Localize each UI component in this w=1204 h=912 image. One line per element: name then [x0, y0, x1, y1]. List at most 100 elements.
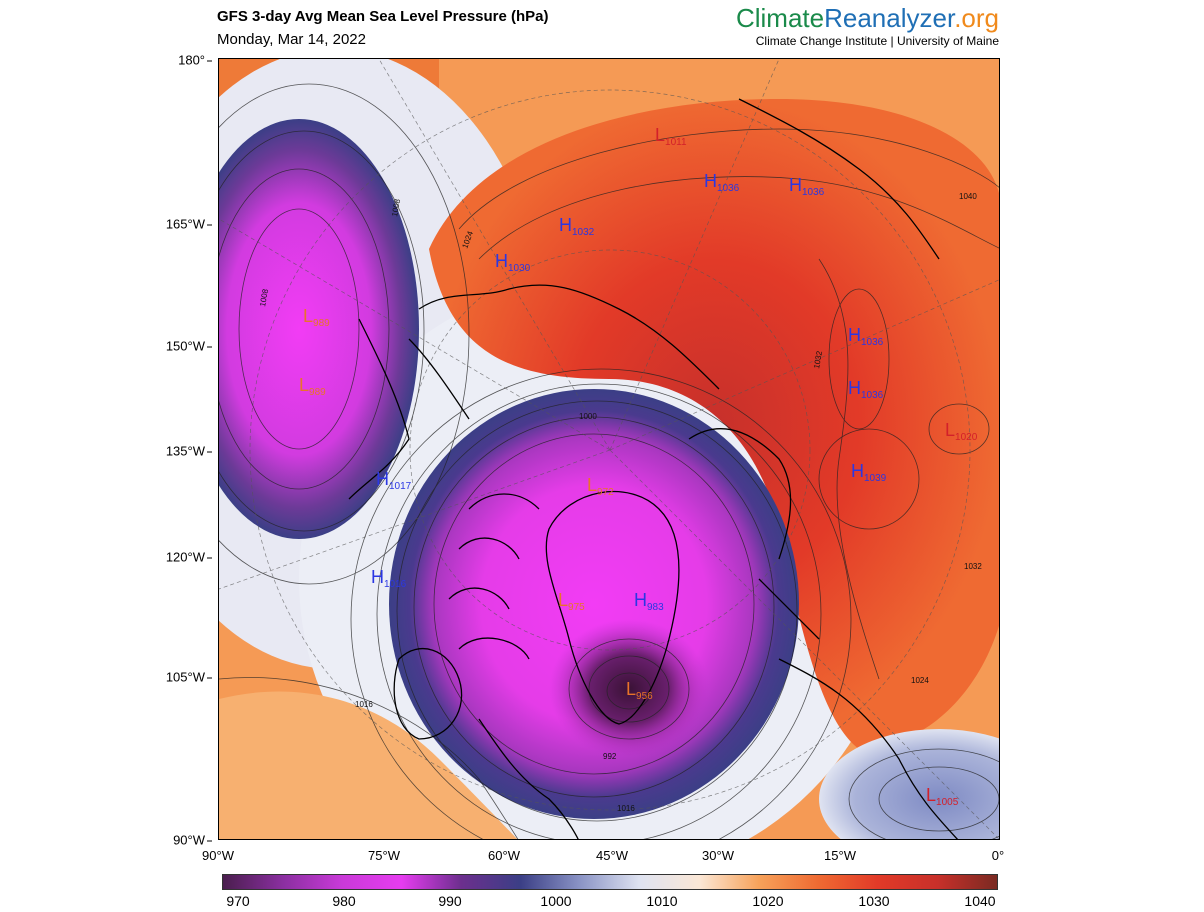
pressure-center-type: L — [945, 420, 955, 440]
map-title: GFS 3-day Avg Mean Sea Level Pressure (h… — [217, 8, 549, 25]
pressure-center-value: 1011 — [665, 137, 687, 148]
eurasian-high-region — [429, 99, 999, 749]
axis-label-lat: 165°W — [166, 217, 212, 232]
contour-label: 1024 — [911, 676, 929, 685]
axis-label-lon: 90°W — [202, 848, 234, 863]
pressure-center-value: 972 — [597, 487, 614, 498]
pressure-center: H1030 — [495, 251, 531, 274]
pressure-center-type: L — [655, 125, 665, 145]
latitude-circle — [409, 249, 811, 651]
colorbar — [222, 874, 998, 890]
isobar — [568, 638, 690, 740]
isobar — [928, 403, 990, 455]
axis-label-lon: 30°W — [702, 848, 734, 863]
pressure-center-value: 989 — [313, 318, 330, 329]
meridian-line — [609, 449, 999, 839]
pressure-center-type: H — [559, 215, 572, 235]
axis-label-lat: 135°W — [166, 444, 212, 459]
southeast-low-region — [819, 729, 999, 839]
contour-label: 992 — [603, 752, 617, 761]
isobar — [396, 400, 798, 822]
icelandic-low-core — [549, 619, 709, 759]
pressure-center: H1036 — [789, 175, 825, 198]
pressure-center-value: 1017 — [389, 481, 412, 492]
axis-label-lon: 45°W — [596, 848, 628, 863]
pressure-center: H1017 — [376, 469, 412, 492]
meridian-line — [378, 59, 611, 451]
brand-subtitle: Climate Change Institute | University of… — [755, 34, 999, 48]
contour-label: 1016 — [617, 804, 635, 813]
isobar — [478, 176, 999, 260]
brand-logo[interactable]: ClimateReanalyzer.org — [736, 3, 999, 34]
pressure-center-value: 1036 — [861, 390, 884, 401]
coastline-alaska — [348, 318, 470, 500]
pressure-center-type: L — [558, 590, 568, 610]
pressure-center-value: 1030 — [508, 263, 531, 274]
contour-label: 1000 — [579, 412, 597, 421]
coastlines — [348, 98, 959, 839]
colorbar-tick-label: 970 — [226, 893, 250, 909]
isobar — [433, 433, 755, 775]
isobar — [413, 416, 775, 798]
colorbar-tick-label: 1040 — [964, 893, 996, 909]
pressure-center: H983 — [634, 590, 664, 613]
meridian-line — [609, 279, 999, 451]
pressure-center: L989 — [299, 375, 326, 398]
brand-logo-part-climate: Climate — [735, 3, 825, 33]
isobar — [828, 288, 890, 430]
contour-labels: 1000 992 1016 1016 1008 1024 1032 1008 1… — [258, 192, 982, 813]
pressure-center: L956 — [626, 679, 653, 702]
isobar — [818, 428, 920, 530]
coastline-siberia — [418, 284, 720, 390]
pressure-center-value: 1039 — [864, 473, 887, 484]
coastline-greenland — [545, 490, 680, 725]
pressure-map-svg: L1011 H1036 H1036 H1032 H1030 L989 L989 … — [219, 59, 999, 839]
pressure-center-type: H — [634, 590, 647, 610]
pressure-center-type: H — [376, 469, 389, 489]
pressure-center: H1036 — [848, 325, 884, 348]
pressure-center-value: 1016 — [384, 579, 407, 590]
meridian-line — [219, 218, 611, 451]
pressure-center: H1036 — [848, 378, 884, 401]
isobar — [606, 672, 652, 710]
contour-label: 1016 — [355, 700, 373, 709]
pressure-center: H1036 — [704, 171, 740, 194]
axis-label-lat: 180° — [178, 53, 212, 68]
isobar — [219, 130, 425, 532]
isobars — [219, 83, 999, 839]
isobar — [219, 168, 390, 490]
axis-label-lat: 150°W — [166, 339, 212, 354]
colorbar-tick-label: 990 — [438, 893, 462, 909]
colorbar-tick-label: 1010 — [646, 893, 678, 909]
colorbar-tick-label: 980 — [332, 893, 356, 909]
pressure-center: H1016 — [371, 567, 407, 590]
pressure-center-value: 1036 — [717, 183, 740, 194]
pressure-center-type: L — [626, 679, 636, 699]
pressure-center-type: H — [851, 461, 864, 481]
pressure-center: L972 — [587, 475, 614, 498]
contour-label: 1040 — [959, 192, 977, 201]
pressure-center-type: H — [848, 325, 861, 345]
pressure-center-value: 1036 — [802, 187, 825, 198]
coastline-europe — [778, 658, 959, 839]
latitude-circle — [249, 89, 971, 811]
pressure-center-type: L — [299, 375, 309, 395]
pressure-map: L1011 H1036 H1036 H1032 H1030 L989 L989 … — [218, 58, 1000, 840]
contour-label: 1008 — [390, 198, 402, 218]
isobar — [588, 655, 670, 723]
colorbar-tick-label: 1020 — [752, 893, 784, 909]
pressure-center: H1032 — [559, 215, 595, 238]
pressure-center-type: L — [587, 475, 597, 495]
pressure-center-type: H — [848, 378, 861, 398]
pressure-center: H1039 — [851, 461, 887, 484]
axis-label-lon: 60°W — [488, 848, 520, 863]
axis-label-lon: 0° — [991, 848, 1005, 863]
pressure-center-value: 1036 — [861, 337, 884, 348]
axis-label-lat: 120°W — [166, 550, 212, 565]
coastline-labrador — [478, 718, 579, 839]
coastline-hudson-bay — [393, 648, 463, 740]
pressure-center: L1020 — [945, 420, 978, 443]
pressure-center: L975 — [558, 590, 585, 613]
isobar — [878, 766, 999, 832]
pressure-center: L1011 — [655, 125, 687, 148]
